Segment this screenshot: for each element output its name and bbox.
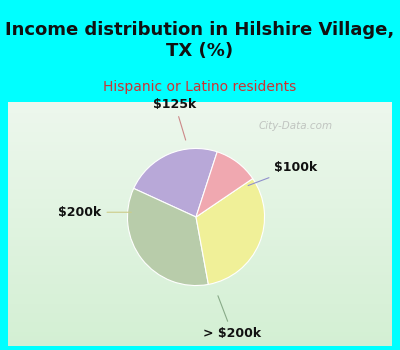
Wedge shape [196,152,253,217]
Text: Income distribution in Hilshire Village,
TX (%): Income distribution in Hilshire Village,… [5,21,395,60]
Wedge shape [134,148,217,217]
Text: City-Data.com: City-Data.com [259,121,333,131]
Text: $200k: $200k [58,206,131,219]
Text: $125k: $125k [154,98,197,140]
Text: Hispanic or Latino residents: Hispanic or Latino residents [103,80,297,94]
Wedge shape [128,188,208,286]
Wedge shape [196,178,264,285]
Text: $100k: $100k [248,161,318,186]
Text: > $200k: > $200k [203,296,261,340]
